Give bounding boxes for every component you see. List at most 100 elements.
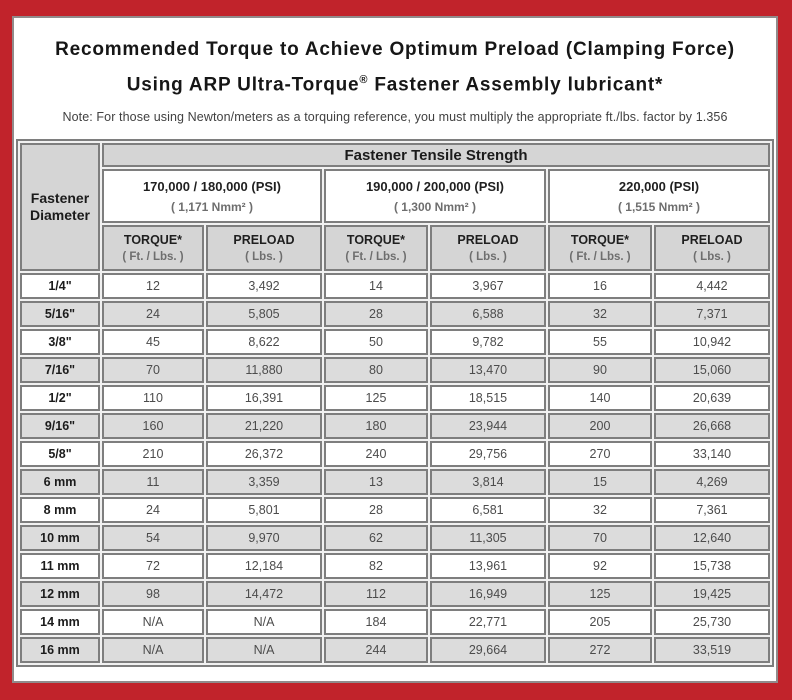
- value-cell: 3,814: [429, 469, 546, 496]
- preload-header-3: PRELOAD ( Lbs. ): [653, 225, 770, 272]
- value-cell: 98: [101, 581, 204, 608]
- header-row-tensile: Fastener Diameter Fastener Tensile Stren…: [19, 143, 770, 272]
- table-row: 14 mm N/A N/A 184 22,771 205 25,730: [19, 609, 770, 636]
- diameter-cell: 1/2": [19, 385, 100, 412]
- value-cell: 12: [101, 273, 204, 300]
- diameter-cell: 16 mm: [19, 637, 100, 664]
- title-line2: Using ARP Ultra-Torque® Fastener Assembl…: [126, 74, 664, 96]
- value-cell: 33,140: [653, 441, 770, 468]
- diameter-cell: 5/16": [19, 301, 100, 328]
- nmm-value-3: ( 1,515 Nmm² ): [617, 199, 700, 214]
- value-cell: 16: [547, 273, 652, 300]
- diameter-cell: 12 mm: [19, 581, 100, 608]
- value-cell: 32: [547, 301, 652, 328]
- diameter-cell: 3/8": [19, 329, 100, 356]
- diameter-cell: 6 mm: [19, 469, 100, 496]
- value-cell: 33,519: [653, 637, 770, 664]
- value-cell: 6,588: [429, 301, 546, 328]
- value-cell: 45: [101, 329, 204, 356]
- value-cell: 72: [101, 553, 204, 580]
- note-text: Note: For those using Newton/meters as a…: [62, 110, 728, 125]
- value-cell: 14,472: [205, 581, 322, 608]
- tensile-strength-header: Fastener Tensile Strength: [101, 143, 770, 168]
- table-row: 1/2" 110 16,391 125 18,515 140 20,639: [19, 385, 770, 412]
- value-cell: 4,269: [653, 469, 770, 496]
- value-cell: 15,060: [653, 357, 770, 384]
- value-cell: 70: [547, 525, 652, 552]
- value-cell: 210: [101, 441, 204, 468]
- page-title: Recommended Torque to Achieve Optimum Pr…: [14, 35, 776, 100]
- value-cell: 82: [323, 553, 428, 580]
- table-row: 7/16" 70 11,880 80 13,470 90 15,060: [19, 357, 770, 384]
- diameter-column-header: Fastener Diameter: [19, 143, 100, 272]
- torque-header-3: TORQUE* ( Ft. / Lbs. ): [547, 225, 652, 272]
- value-cell: 32: [547, 497, 652, 524]
- table-row: 9/16" 160 21,220 180 23,944 200 26,668: [19, 413, 770, 440]
- value-cell: 12,640: [653, 525, 770, 552]
- value-cell: 19,425: [653, 581, 770, 608]
- nmm-value-1: ( 1,171 Nmm² ): [170, 199, 253, 214]
- value-cell: 112: [323, 581, 428, 608]
- value-cell: 11: [101, 469, 204, 496]
- value-cell: 16,391: [205, 385, 322, 412]
- torque-header-1: TORQUE* ( Ft. / Lbs. ): [101, 225, 204, 272]
- value-cell: N/A: [205, 637, 322, 664]
- table-row: 12 mm 98 14,472 112 16,949 125 19,425: [19, 581, 770, 608]
- value-cell: 244: [323, 637, 428, 664]
- preload-header-2: PRELOAD ( Lbs. ): [429, 225, 546, 272]
- value-cell: 110: [101, 385, 204, 412]
- value-cell: 28: [323, 497, 428, 524]
- value-cell: 4,442: [653, 273, 770, 300]
- value-cell: 29,664: [429, 637, 546, 664]
- value-cell: 272: [547, 637, 652, 664]
- value-cell: 14: [323, 273, 428, 300]
- table-row: 5/16" 24 5,805 28 6,588 32 7,371: [19, 301, 770, 328]
- value-cell: 270: [547, 441, 652, 468]
- value-cell: 13: [323, 469, 428, 496]
- header-row-psi: 170,000 / 180,000 (PSI) ( 1,171 Nmm² ) 1…: [20, 169, 770, 224]
- psi-value-2: 190,000 / 200,000 (PSI): [365, 178, 504, 194]
- value-cell: 26,372: [205, 441, 322, 468]
- table-row: 3/8" 45 8,622 50 9,782 55 10,942: [19, 329, 770, 356]
- value-cell: 9,970: [205, 525, 322, 552]
- value-cell: 8,622: [205, 329, 322, 356]
- diameter-cell: 7/16": [19, 357, 100, 384]
- value-cell: 15: [547, 469, 652, 496]
- value-cell: 11,305: [429, 525, 546, 552]
- value-cell: N/A: [101, 609, 204, 636]
- value-cell: 62: [323, 525, 428, 552]
- value-cell: 50: [323, 329, 428, 356]
- torque-preload-table: Fastener Diameter Fastener Tensile Stren…: [15, 139, 774, 668]
- table-row: 1/4" 12 3,492 14 3,967 16 4,442: [19, 273, 770, 300]
- value-cell: 7,361: [653, 497, 770, 524]
- table-body: 1/4" 12 3,492 14 3,967 16 4,442 5/16" 24 5,805 28 6…: [19, 273, 770, 664]
- value-cell: 16,949: [429, 581, 546, 608]
- table-row: 6 mm 11 3,359 13 3,814 15 4,269: [19, 469, 770, 496]
- value-cell: 3,492: [205, 273, 322, 300]
- value-cell: 13,961: [429, 553, 546, 580]
- diameter-cell: 14 mm: [19, 609, 100, 636]
- value-cell: 26,668: [653, 413, 770, 440]
- value-cell: 3,967: [429, 273, 546, 300]
- value-cell: 29,756: [429, 441, 546, 468]
- nmm-value-2: ( 1,300 Nmm² ): [393, 199, 476, 214]
- value-cell: 24: [101, 497, 204, 524]
- table-row: 5/8" 210 26,372 240 29,756 270 33,140: [19, 441, 770, 468]
- psi-group-header-1: 170,000 / 180,000 (PSI) ( 1,171 Nmm² ): [101, 169, 322, 224]
- psi-group-header-2: 190,000 / 200,000 (PSI) ( 1,300 Nmm² ): [323, 169, 546, 224]
- value-cell: 55: [547, 329, 652, 356]
- diameter-cell: 5/8": [19, 441, 100, 468]
- value-cell: 90: [547, 357, 652, 384]
- value-cell: 22,771: [429, 609, 546, 636]
- value-cell: 80: [323, 357, 428, 384]
- value-cell: 70: [101, 357, 204, 384]
- diameter-cell: 1/4": [19, 273, 100, 300]
- value-cell: 20,639: [653, 385, 770, 412]
- value-cell: 21,220: [205, 413, 322, 440]
- value-cell: 125: [547, 581, 652, 608]
- value-cell: 92: [547, 553, 652, 580]
- psi-value-1: 170,000 / 180,000 (PSI): [142, 178, 281, 194]
- table-row: 11 mm 72 12,184 82 13,961 92 15,738: [19, 553, 770, 580]
- preload-header-1: PRELOAD ( Lbs. ): [205, 225, 322, 272]
